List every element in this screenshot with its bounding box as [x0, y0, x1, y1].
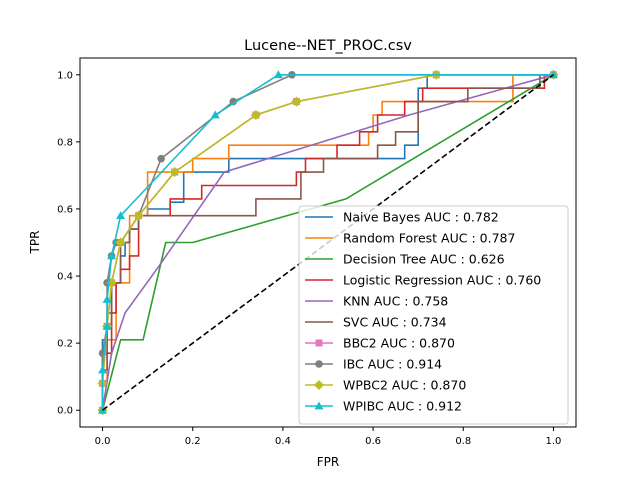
- data-point: [169, 167, 180, 178]
- y-tick-label: 0.0: [57, 406, 73, 417]
- data-point: [102, 295, 112, 303]
- data-point: [273, 70, 283, 79]
- legend-item: SVC AUC : 0.734: [305, 315, 447, 330]
- legend-item: Random Forest AUC : 0.787: [305, 231, 515, 246]
- x-tick-label: 0.6: [365, 436, 381, 447]
- data-point: [291, 96, 302, 107]
- data-point: [314, 380, 324, 390]
- legend-label: SVC AUC : 0.734: [343, 315, 447, 330]
- legend-item: Naive Bayes AUC : 0.782: [305, 210, 499, 225]
- series-line: [101, 74, 554, 411]
- chart-title: Lucene--NET_PROC.csv: [244, 38, 412, 54]
- series: [101, 74, 554, 411]
- x-tick-label: 0.0: [95, 436, 111, 447]
- legend-label: Logistic Regression AUC : 0.760: [343, 273, 541, 288]
- series: [98, 70, 558, 414]
- legend-item: KNN AUC : 0.758: [305, 294, 448, 309]
- legend-label: IBC AUC : 0.914: [343, 357, 442, 372]
- data-point: [115, 237, 126, 248]
- y-tick-label: 0.8: [57, 137, 73, 148]
- y-axis: 0.0 0.2 0.4 0.6 0.8 1.0: [57, 70, 80, 417]
- legend-label: Naive Bayes AUC : 0.782: [343, 210, 499, 225]
- data-point: [250, 110, 261, 121]
- x-axis-label: FPR: [317, 455, 339, 469]
- data-point: [133, 210, 144, 221]
- y-tick-label: 0.6: [57, 204, 73, 215]
- series-line: [101, 74, 554, 411]
- x-tick-label: 0.4: [275, 436, 291, 447]
- legend-label: BBC2 AUC : 0.870: [343, 336, 455, 351]
- axes-frame: [79, 57, 577, 428]
- data-point: [210, 110, 220, 119]
- plot-area: 0.0 0.2 0.4 0.6 0.8 1.0 0.0 0.2 0.4 0.6 0.8 1.0 Naiv…: [57, 57, 577, 447]
- data-point: [229, 97, 238, 106]
- legend-box: [298, 205, 569, 425]
- legend-label: WPIBC AUC : 0.912: [343, 399, 462, 414]
- legend-item: WPIBC AUC : 0.912: [305, 399, 462, 414]
- x-tick-label: 0.2: [185, 436, 201, 447]
- y-tick-label: 1.0: [57, 70, 73, 81]
- data-point: [98, 365, 108, 374]
- data-point: [102, 321, 112, 330]
- data-point: [107, 251, 117, 260]
- x-axis: 0.0 0.2 0.4 0.6 0.8 1.0: [95, 427, 562, 447]
- legend: Naive Bayes AUC : 0.782 Random Forest AUC…: [298, 205, 569, 425]
- legend-label: Decision Tree AUC : 0.626: [343, 252, 505, 267]
- legend-item: BBC2 AUC : 0.870: [305, 336, 455, 351]
- data-point: [157, 154, 165, 163]
- data-point: [315, 360, 323, 368]
- x-tick-label: 0.8: [455, 436, 471, 447]
- legend-item: Decision Tree AUC : 0.626: [305, 252, 505, 267]
- y-tick-label: 0.2: [57, 339, 73, 350]
- legend-label: WPBC2 AUC : 0.870: [343, 378, 466, 393]
- series-line: [101, 74, 554, 411]
- series: [101, 74, 554, 411]
- legend-label: KNN AUC : 0.758: [343, 294, 448, 309]
- y-tick-label: 0.4: [57, 272, 73, 283]
- y-axis-label: TPR: [28, 231, 42, 255]
- legend-item: Logistic Regression AUC : 0.760: [305, 273, 541, 288]
- legend-item: WPBC2 AUC : 0.870: [305, 378, 466, 393]
- data-point: [315, 339, 323, 347]
- data-point: [314, 401, 324, 410]
- x-tick-label: 1.0: [546, 436, 562, 447]
- legend-label: Random Forest AUC : 0.787: [343, 231, 515, 246]
- data-point: [116, 211, 126, 220]
- series: [101, 74, 554, 411]
- legend-item: IBC AUC : 0.914: [305, 357, 442, 372]
